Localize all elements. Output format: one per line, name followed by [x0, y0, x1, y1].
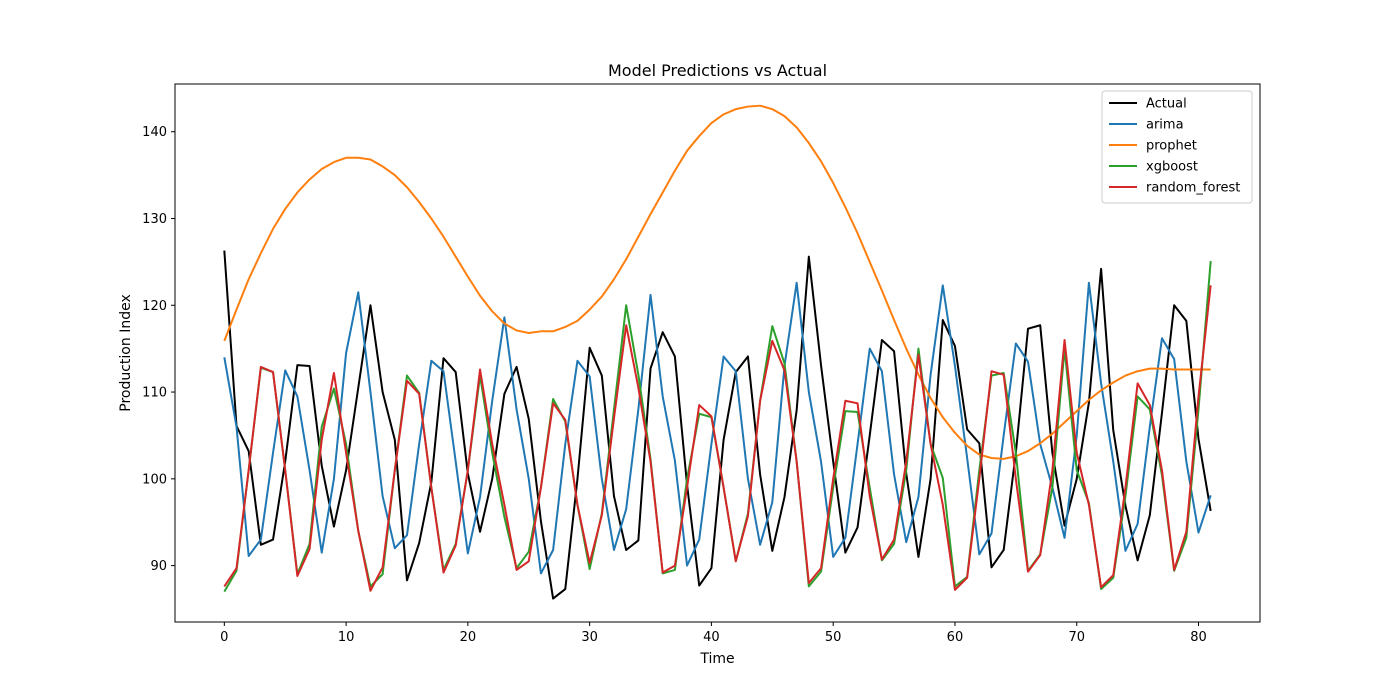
x-tick-label: 10 [338, 630, 355, 645]
x-tick-label: 70 [1068, 630, 1085, 645]
legend-label: random_forest [1146, 181, 1240, 196]
x-axis: 0 10 20 30 40 50 60 70 80 [220, 622, 1207, 645]
series-line-actual [223, 250, 1212, 600]
y-tick-label: 90 [150, 559, 167, 574]
y-tick-label: 140 [142, 125, 167, 140]
x-tick-label: 50 [825, 630, 842, 645]
legend: Actual arima prophet xgboost random_forest [1101, 90, 1253, 204]
chart-title: Model Predictions vs Actual [608, 61, 827, 80]
x-tick-label: 30 [581, 630, 598, 645]
legend-box [1101, 90, 1253, 204]
y-axis: 90 100 110 120 130 140 [142, 125, 175, 574]
y-axis-label: Production Index [118, 294, 134, 411]
x-tick-label: 60 [947, 630, 964, 645]
x-tick-label: 80 [1190, 630, 1207, 645]
x-tick-label: 0 [220, 630, 228, 645]
series-line-random-forest [223, 285, 1212, 592]
plot-frame [174, 83, 1261, 623]
series-line-arima [223, 281, 1212, 575]
series-line-xgboost [223, 260, 1212, 593]
y-tick-label: 130 [142, 212, 167, 227]
series-line-prophet [223, 104, 1211, 460]
legend-label: arima [1146, 118, 1184, 133]
legend-label: prophet [1146, 139, 1197, 154]
x-tick-label: 40 [703, 630, 720, 645]
y-tick-label: 120 [142, 299, 167, 314]
y-tick-label: 100 [142, 472, 167, 487]
legend-label: Actual [1146, 97, 1187, 112]
legend-label: xgboost [1146, 160, 1198, 175]
x-axis-label: Time [699, 651, 734, 667]
plot-area [223, 104, 1212, 600]
x-tick-label: 20 [460, 630, 477, 645]
y-tick-label: 110 [142, 386, 167, 401]
